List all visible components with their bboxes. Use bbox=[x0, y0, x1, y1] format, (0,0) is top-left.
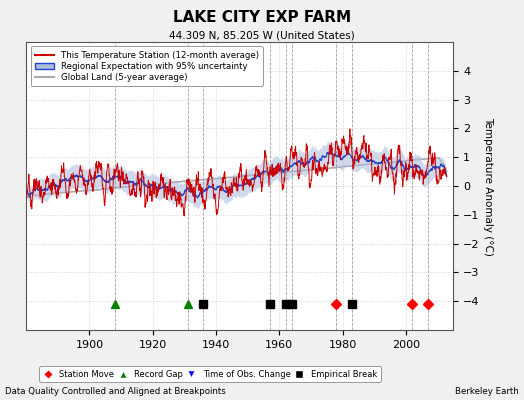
Text: 44.309 N, 85.205 W (United States): 44.309 N, 85.205 W (United States) bbox=[169, 30, 355, 40]
Legend: Station Move, Record Gap, Time of Obs. Change, Empirical Break: Station Move, Record Gap, Time of Obs. C… bbox=[39, 366, 380, 382]
Y-axis label: Temperature Anomaly (°C): Temperature Anomaly (°C) bbox=[483, 116, 494, 256]
Text: Berkeley Earth: Berkeley Earth bbox=[455, 387, 519, 396]
Text: LAKE CITY EXP FARM: LAKE CITY EXP FARM bbox=[173, 10, 351, 25]
Text: Data Quality Controlled and Aligned at Breakpoints: Data Quality Controlled and Aligned at B… bbox=[5, 387, 226, 396]
